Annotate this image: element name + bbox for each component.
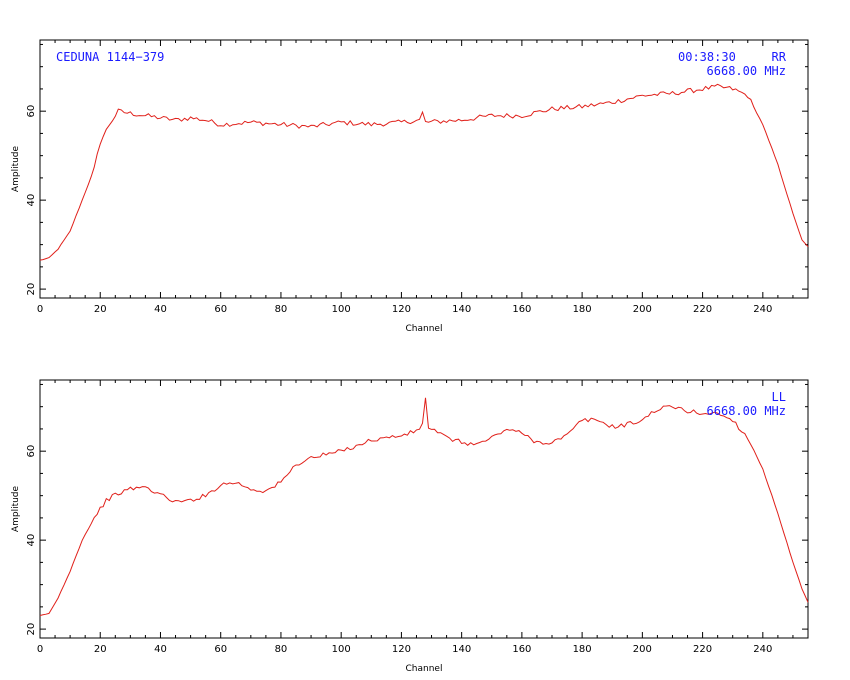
ll-y-tick-label: 40 <box>26 534 37 547</box>
ll-frequency-label: 6668.00 MHz <box>707 404 786 418</box>
ll-x-tick-label: 180 <box>573 644 592 655</box>
ll-series-line <box>39 397 809 616</box>
rr-plot-frame <box>39 39 809 299</box>
rr-x-tick-label: 80 <box>275 304 288 315</box>
ll-x-tick-label: 140 <box>452 644 471 655</box>
ll-x-tick-label: 20 <box>94 644 107 655</box>
rr-y-axis-label: Amplitude <box>11 145 21 192</box>
rr-spectrum-panel: 0 20 40 60 80 100 120 140 160 180 200 220 240 204060… <box>11 39 809 334</box>
rr-x-tick-label: 0 <box>37 304 43 315</box>
rr-y-tick-label: 40 <box>26 194 37 207</box>
rr-x-tick-label: 40 <box>154 304 167 315</box>
rr-polarization-label: RR <box>772 50 787 64</box>
rr-x-tick-label: 60 <box>214 304 227 315</box>
rr-source-name: CEDUNA 1144−379 <box>56 50 164 64</box>
ll-x-tick-label: 120 <box>392 644 411 655</box>
ll-x-tick-label: 220 <box>693 644 712 655</box>
rr-x-tick-label: 120 <box>392 304 411 315</box>
ll-y-tick-label: 20 <box>26 623 37 636</box>
rr-y-tick-label: 20 <box>26 283 37 296</box>
ll-y-ticks: 20 40 60 <box>26 383 808 636</box>
ll-x-tick-label: 240 <box>753 644 772 655</box>
ll-spectrum-panel: 0 20 40 60 80 100 120 140 160 180 200 220 240 204060… <box>11 379 809 674</box>
ll-x-tick-label: 60 <box>214 644 227 655</box>
rr-x-tick-label: 160 <box>512 304 531 315</box>
rr-frequency-label: 6668.00 MHz <box>707 64 786 78</box>
rr-x-tick-label: 100 <box>332 304 351 315</box>
rr-x-tick-label: 200 <box>633 304 652 315</box>
ll-x-tick-label: 100 <box>332 644 351 655</box>
ll-polarization-label: LL <box>772 390 786 404</box>
ll-x-ticks: 0 20 40 60 80 100 120 140 160 180 200 220 240 <box>37 380 794 655</box>
ll-x-tick-label: 40 <box>154 644 167 655</box>
ll-x-axis-label: Channel <box>406 664 443 674</box>
ll-y-tick-label: 60 <box>26 445 37 458</box>
ll-x-tick-label: 80 <box>275 644 288 655</box>
rr-x-tick-label: 220 <box>693 304 712 315</box>
rr-x-tick-label: 20 <box>94 304 107 315</box>
rr-x-tick-label: 140 <box>452 304 471 315</box>
ll-plot-frame <box>39 379 809 639</box>
rr-y-ticks: 20 40 60 <box>26 43 808 296</box>
rr-x-tick-label: 180 <box>573 304 592 315</box>
rr-x-ticks: 0 20 40 60 80 100 120 140 160 180 200 220 240 <box>37 40 794 315</box>
ll-x-tick-label: 200 <box>633 644 652 655</box>
rr-timestamp: 00:38:30 <box>678 50 736 64</box>
rr-series-line <box>39 83 809 261</box>
rr-x-tick-label: 240 <box>753 304 772 315</box>
ll-x-tick-label: 0 <box>37 644 43 655</box>
rr-x-axis-label: Channel <box>406 324 443 334</box>
ll-y-axis-label: Amplitude <box>11 485 21 532</box>
ll-x-tick-label: 160 <box>512 644 531 655</box>
rr-y-tick-label: 60 <box>26 105 37 118</box>
